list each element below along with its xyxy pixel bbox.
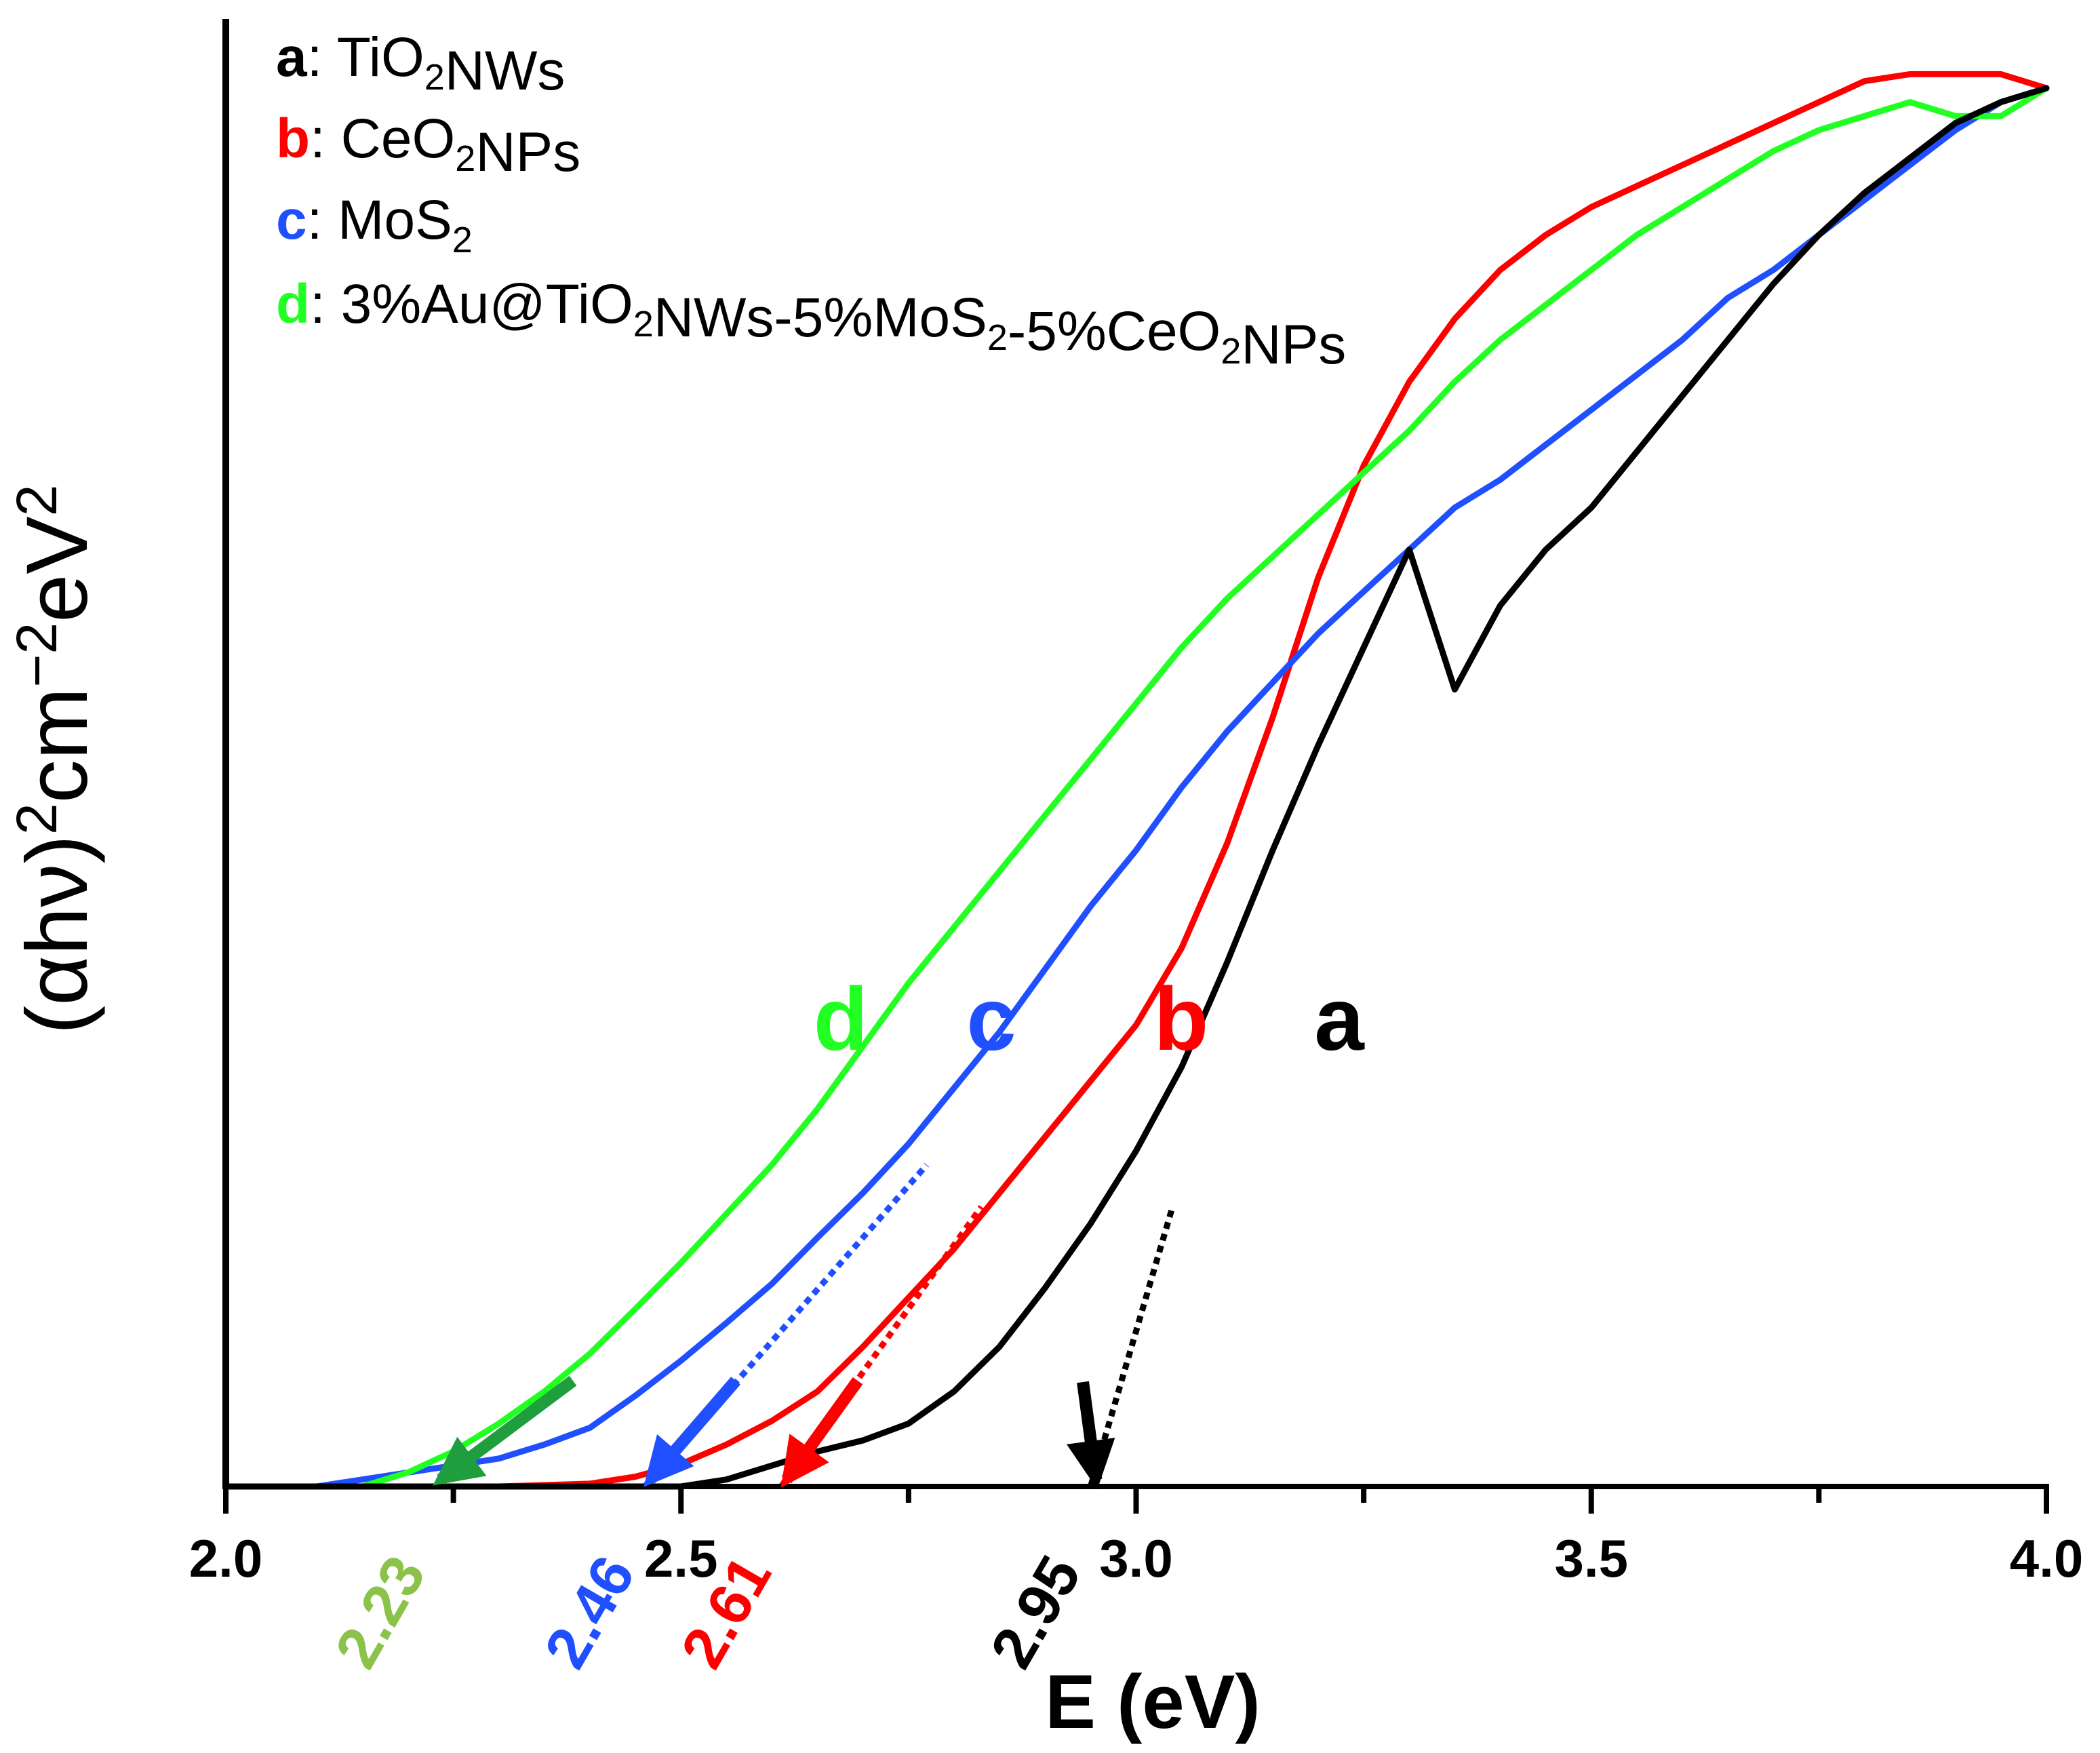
bandgap-arrow-d <box>433 1375 577 1486</box>
legend-subscript: 2 <box>455 138 475 179</box>
legend-letter: d <box>276 273 310 335</box>
y-label-part: eV <box>9 516 106 623</box>
x-tick-label: 2.0 <box>189 1529 262 1588</box>
bandgap-value-a: 2.95 <box>977 1545 1093 1679</box>
series-c-line <box>222 85 2050 1490</box>
curve-label-a: a <box>1314 969 1365 1069</box>
legend-subscript: 2 <box>1221 331 1241 372</box>
legend-item-b: b: CeO2NPs <box>276 108 580 183</box>
y-label-sup: −2 <box>5 623 68 688</box>
bandgap-arrow-b <box>780 1377 863 1488</box>
legend-letter: c <box>276 189 307 251</box>
legend-text: NPs <box>1241 314 1346 376</box>
legend-text: : CeO <box>310 108 455 170</box>
legend-letter: b <box>276 108 310 170</box>
fit-line-a <box>1088 1206 1176 1488</box>
y-label-part: (αhν) <box>9 835 106 1034</box>
y-label-sup: 2 <box>5 803 68 835</box>
legend-text: -5%CeO <box>1008 300 1221 362</box>
legend-letter: a <box>276 26 308 88</box>
legend-item-c: c: MoS2 <box>276 189 473 260</box>
legend-item-d: d: 3%Au@TiO2NWs-5%MoS2-5%CeO2NPs <box>276 273 1346 376</box>
x-tick-label: 3.5 <box>1555 1529 1628 1588</box>
x-tick-label: 3.0 <box>1099 1529 1172 1588</box>
x-tick-label: 2.5 <box>644 1529 717 1588</box>
legend-subscript: 2 <box>424 57 445 98</box>
legend-subscript: 2 <box>452 220 473 260</box>
series-d-line <box>222 85 2050 1490</box>
y-label-sup: 2 <box>5 485 68 517</box>
legend-text: NPs <box>475 121 580 183</box>
bandgap-value-c: 2.46 <box>531 1545 647 1679</box>
curve-label-d: d <box>814 969 869 1069</box>
legend-text: : 3%Au@TiO <box>310 273 633 335</box>
curve-labels: a b cd <box>814 969 1366 1069</box>
x-tick-layer: 2.0 2.5 3.0 3.5 4.0 <box>189 1486 2083 1588</box>
fit-layer <box>433 1162 1176 1489</box>
legend-text: : MoS <box>307 189 452 251</box>
fit-line-c <box>642 1162 930 1489</box>
bandgap-value-d: 2.23 <box>322 1545 438 1679</box>
legend-subscript: 2 <box>987 317 1008 358</box>
curve-label-c: c <box>966 969 1016 1069</box>
y-axis-label: (αhν)2cm−2eV2 <box>5 485 106 1035</box>
fit-line-b <box>778 1204 984 1489</box>
legend-text: NWs <box>445 40 566 102</box>
legend-text: NWs-5%MoS <box>654 287 987 349</box>
bandgap-arrow-a <box>1067 1381 1115 1490</box>
x-axis-label: E (eV) <box>1045 1659 1260 1744</box>
bandgap-arrow-c <box>643 1377 740 1487</box>
y-label-part: cm <box>9 688 106 804</box>
x-tick-label: 4.0 <box>2010 1529 2083 1588</box>
curve-label-b: b <box>1154 969 1209 1069</box>
legend-item-a: a: TiO2NWs <box>276 26 565 102</box>
legend-text: : TiO <box>307 26 424 88</box>
legend-subscript: 2 <box>633 304 654 344</box>
